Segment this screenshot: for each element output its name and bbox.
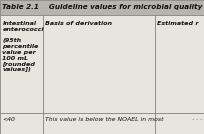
Text: Basis of derivation: Basis of derivation [45, 21, 112, 26]
Text: Estimated r: Estimated r [157, 21, 199, 26]
Text: · · ·: · · · [192, 117, 202, 122]
Bar [155, 15, 204, 113]
Bar [43, 113, 155, 134]
Bar [0, 113, 43, 134]
Text: This value is below the NOAEL in most: This value is below the NOAEL in most [45, 117, 164, 122]
Text: Intestinal
enterococci

(95th
percentile
value per
100 mL
[rounded
values]): Intestinal enterococci (95th percentile … [2, 21, 44, 72]
Bar [0, 0, 204, 15]
Bar [0, 15, 43, 113]
Text: Table 2.1    Guideline values for microbial quality of coastal ā: Table 2.1 Guideline values for microbial… [2, 4, 204, 10]
Text: <40: <40 [2, 117, 15, 122]
Bar [155, 113, 204, 134]
Bar [43, 15, 155, 113]
